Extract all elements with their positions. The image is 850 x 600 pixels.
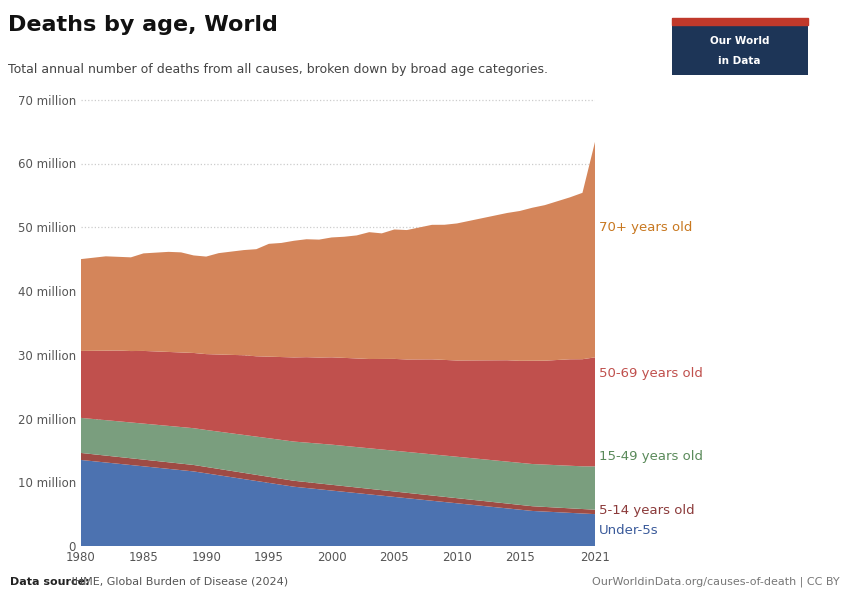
Text: 15-49 years old: 15-49 years old xyxy=(598,450,703,463)
Text: IHME, Global Burden of Disease (2024): IHME, Global Burden of Disease (2024) xyxy=(68,577,288,587)
Text: Data source:: Data source: xyxy=(10,577,90,587)
Text: 70+ years old: 70+ years old xyxy=(598,221,692,234)
Text: 50-69 years old: 50-69 years old xyxy=(598,367,703,380)
Text: Deaths by age, World: Deaths by age, World xyxy=(8,15,278,35)
Text: Under-5s: Under-5s xyxy=(598,524,659,536)
Text: Total annual number of deaths from all causes, broken down by broad age categori: Total annual number of deaths from all c… xyxy=(8,63,548,76)
Text: 5-14 years old: 5-14 years old xyxy=(598,504,694,517)
Text: in Data: in Data xyxy=(718,56,761,66)
Text: Our World: Our World xyxy=(710,36,769,46)
Text: OurWorldinData.org/causes-of-death | CC BY: OurWorldinData.org/causes-of-death | CC … xyxy=(592,576,840,587)
Bar xyxy=(672,18,808,25)
